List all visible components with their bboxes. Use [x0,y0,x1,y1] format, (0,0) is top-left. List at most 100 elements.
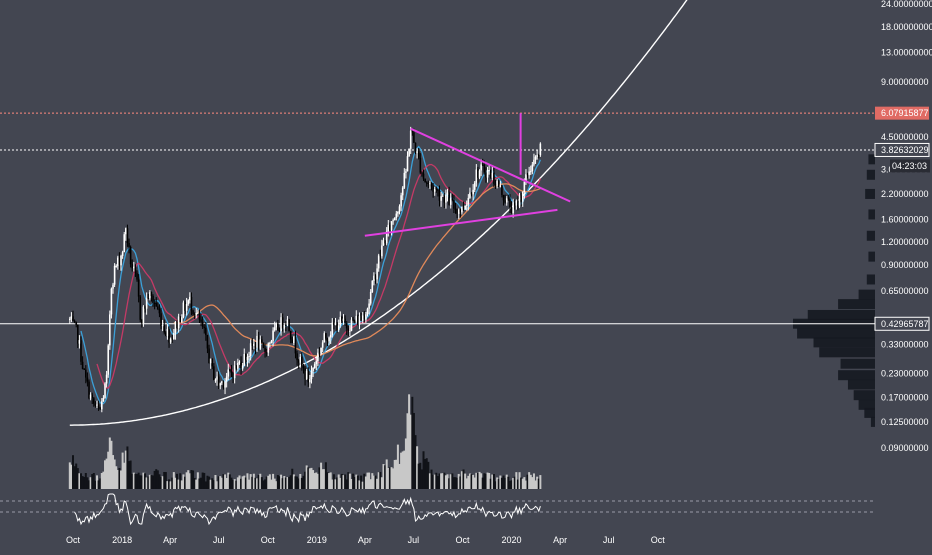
candle-body-281 [518,195,521,207]
candle-body-31 [118,257,121,266]
volume-bar-78 [193,477,196,489]
candle-body-57 [160,313,162,327]
candle-body-224 [427,183,430,185]
volume-bar-0 [68,462,71,489]
candle-body-187 [368,303,370,309]
candle-body-33 [121,252,124,256]
volume-bar-113 [249,474,252,489]
candle-body-92 [216,376,218,380]
candle-body-261 [486,170,489,178]
candle-body-78 [193,314,196,316]
volume-bar-191 [374,475,377,489]
volume-bar-132 [280,474,283,489]
volume-bar-99 [227,472,230,489]
candle-body-260 [485,172,487,178]
volume-bar-169 [339,477,342,489]
x-tick-9: 2020 [502,535,522,545]
volume-bar-98 [225,478,228,489]
candle-body-275 [509,198,511,208]
candle-body-271 [502,195,505,201]
candle-body-90 [213,366,215,381]
volume-bar-183 [361,481,364,489]
volume-bar-4 [75,463,78,489]
volume-bar-1 [70,464,73,489]
volume-bar-7 [80,473,83,489]
volume-bar-200 [388,467,391,489]
volume-bar-66 [174,477,177,489]
candle-body-101 [230,370,233,373]
candle-body-55 [157,306,159,310]
candle-body-225 [429,183,431,185]
volume-bar-127 [272,473,275,489]
volume-bar-153 [313,473,316,489]
volume-bar-106 [238,475,241,489]
volume-bar-58 [161,476,164,489]
candle-body-147 [304,368,306,379]
volume-bar-188 [369,479,372,489]
candle-body-155 [317,352,319,361]
volume-bar-290 [532,473,535,489]
volume-bar-243 [457,473,460,489]
volume-profile [793,154,875,427]
candle-body-86 [206,335,209,349]
volume-profile-bar-4 [847,379,875,390]
volume-bar-85 [204,481,207,489]
candle-body-265 [493,172,495,184]
candle-body-46 [142,306,145,324]
y-tick-0: 24.00000000 [881,0,932,9]
candle-body-158 [321,342,324,348]
candle-body-151 [310,371,313,380]
y-tick-10: 0.65000000 [881,286,929,296]
volume-bar-258 [481,477,484,489]
triangle-lower-line [364,208,558,237]
candle-body-176 [350,319,353,331]
candle-body-71 [182,302,185,318]
countdown-box [890,159,930,173]
y-tick-12: 0.23000000 [881,368,929,378]
candle-body-12 [88,381,90,399]
candle-body-87 [208,348,210,364]
volume-bar-250 [468,473,471,489]
candle-body-199 [387,224,390,232]
volume-bar-140 [292,474,295,489]
volume-bar-184 [363,473,366,489]
candle-body-248 [465,204,468,206]
volume-bar-288 [529,474,532,489]
volume-bar-79 [195,479,198,489]
candle-body-48 [145,298,148,309]
volume-bar-138 [289,475,292,489]
volume-bar-72 [184,476,187,489]
price-tag-0: 6.07915877 [881,108,929,118]
volume-bar-11 [86,477,89,489]
candle-body-56 [158,309,161,314]
volume-bar-278 [513,476,516,489]
volume-bars [68,394,542,489]
volume-bar-166 [334,479,337,489]
candle-body-15 [93,398,95,404]
candle-body-255 [477,169,479,178]
volume-profile-bar-17 [868,209,875,220]
volume-bar-271 [502,475,505,489]
candle-body-230 [437,189,439,191]
volume-bar-124 [267,475,270,489]
volume-bar-265 [492,474,495,489]
candle-body-256 [478,170,481,178]
candle-body-20 [101,401,103,410]
volume-bar-268 [497,479,500,489]
candle-body-18 [97,404,100,409]
price-tag-box-2 [874,316,930,331]
candle-body-63 [169,338,172,343]
candle-body-108 [241,365,244,369]
candle-body-232 [440,196,442,201]
volume-bar-232 [440,473,443,489]
volume-bar-37 [128,461,131,489]
candle-body-237 [448,192,450,205]
volume-bar-261 [486,472,489,489]
candle-body-238 [449,198,452,205]
candle-body-268 [497,180,500,187]
candle-body-269 [499,185,502,187]
volume-bar-274 [507,476,510,489]
volume-bar-122 [264,479,267,489]
